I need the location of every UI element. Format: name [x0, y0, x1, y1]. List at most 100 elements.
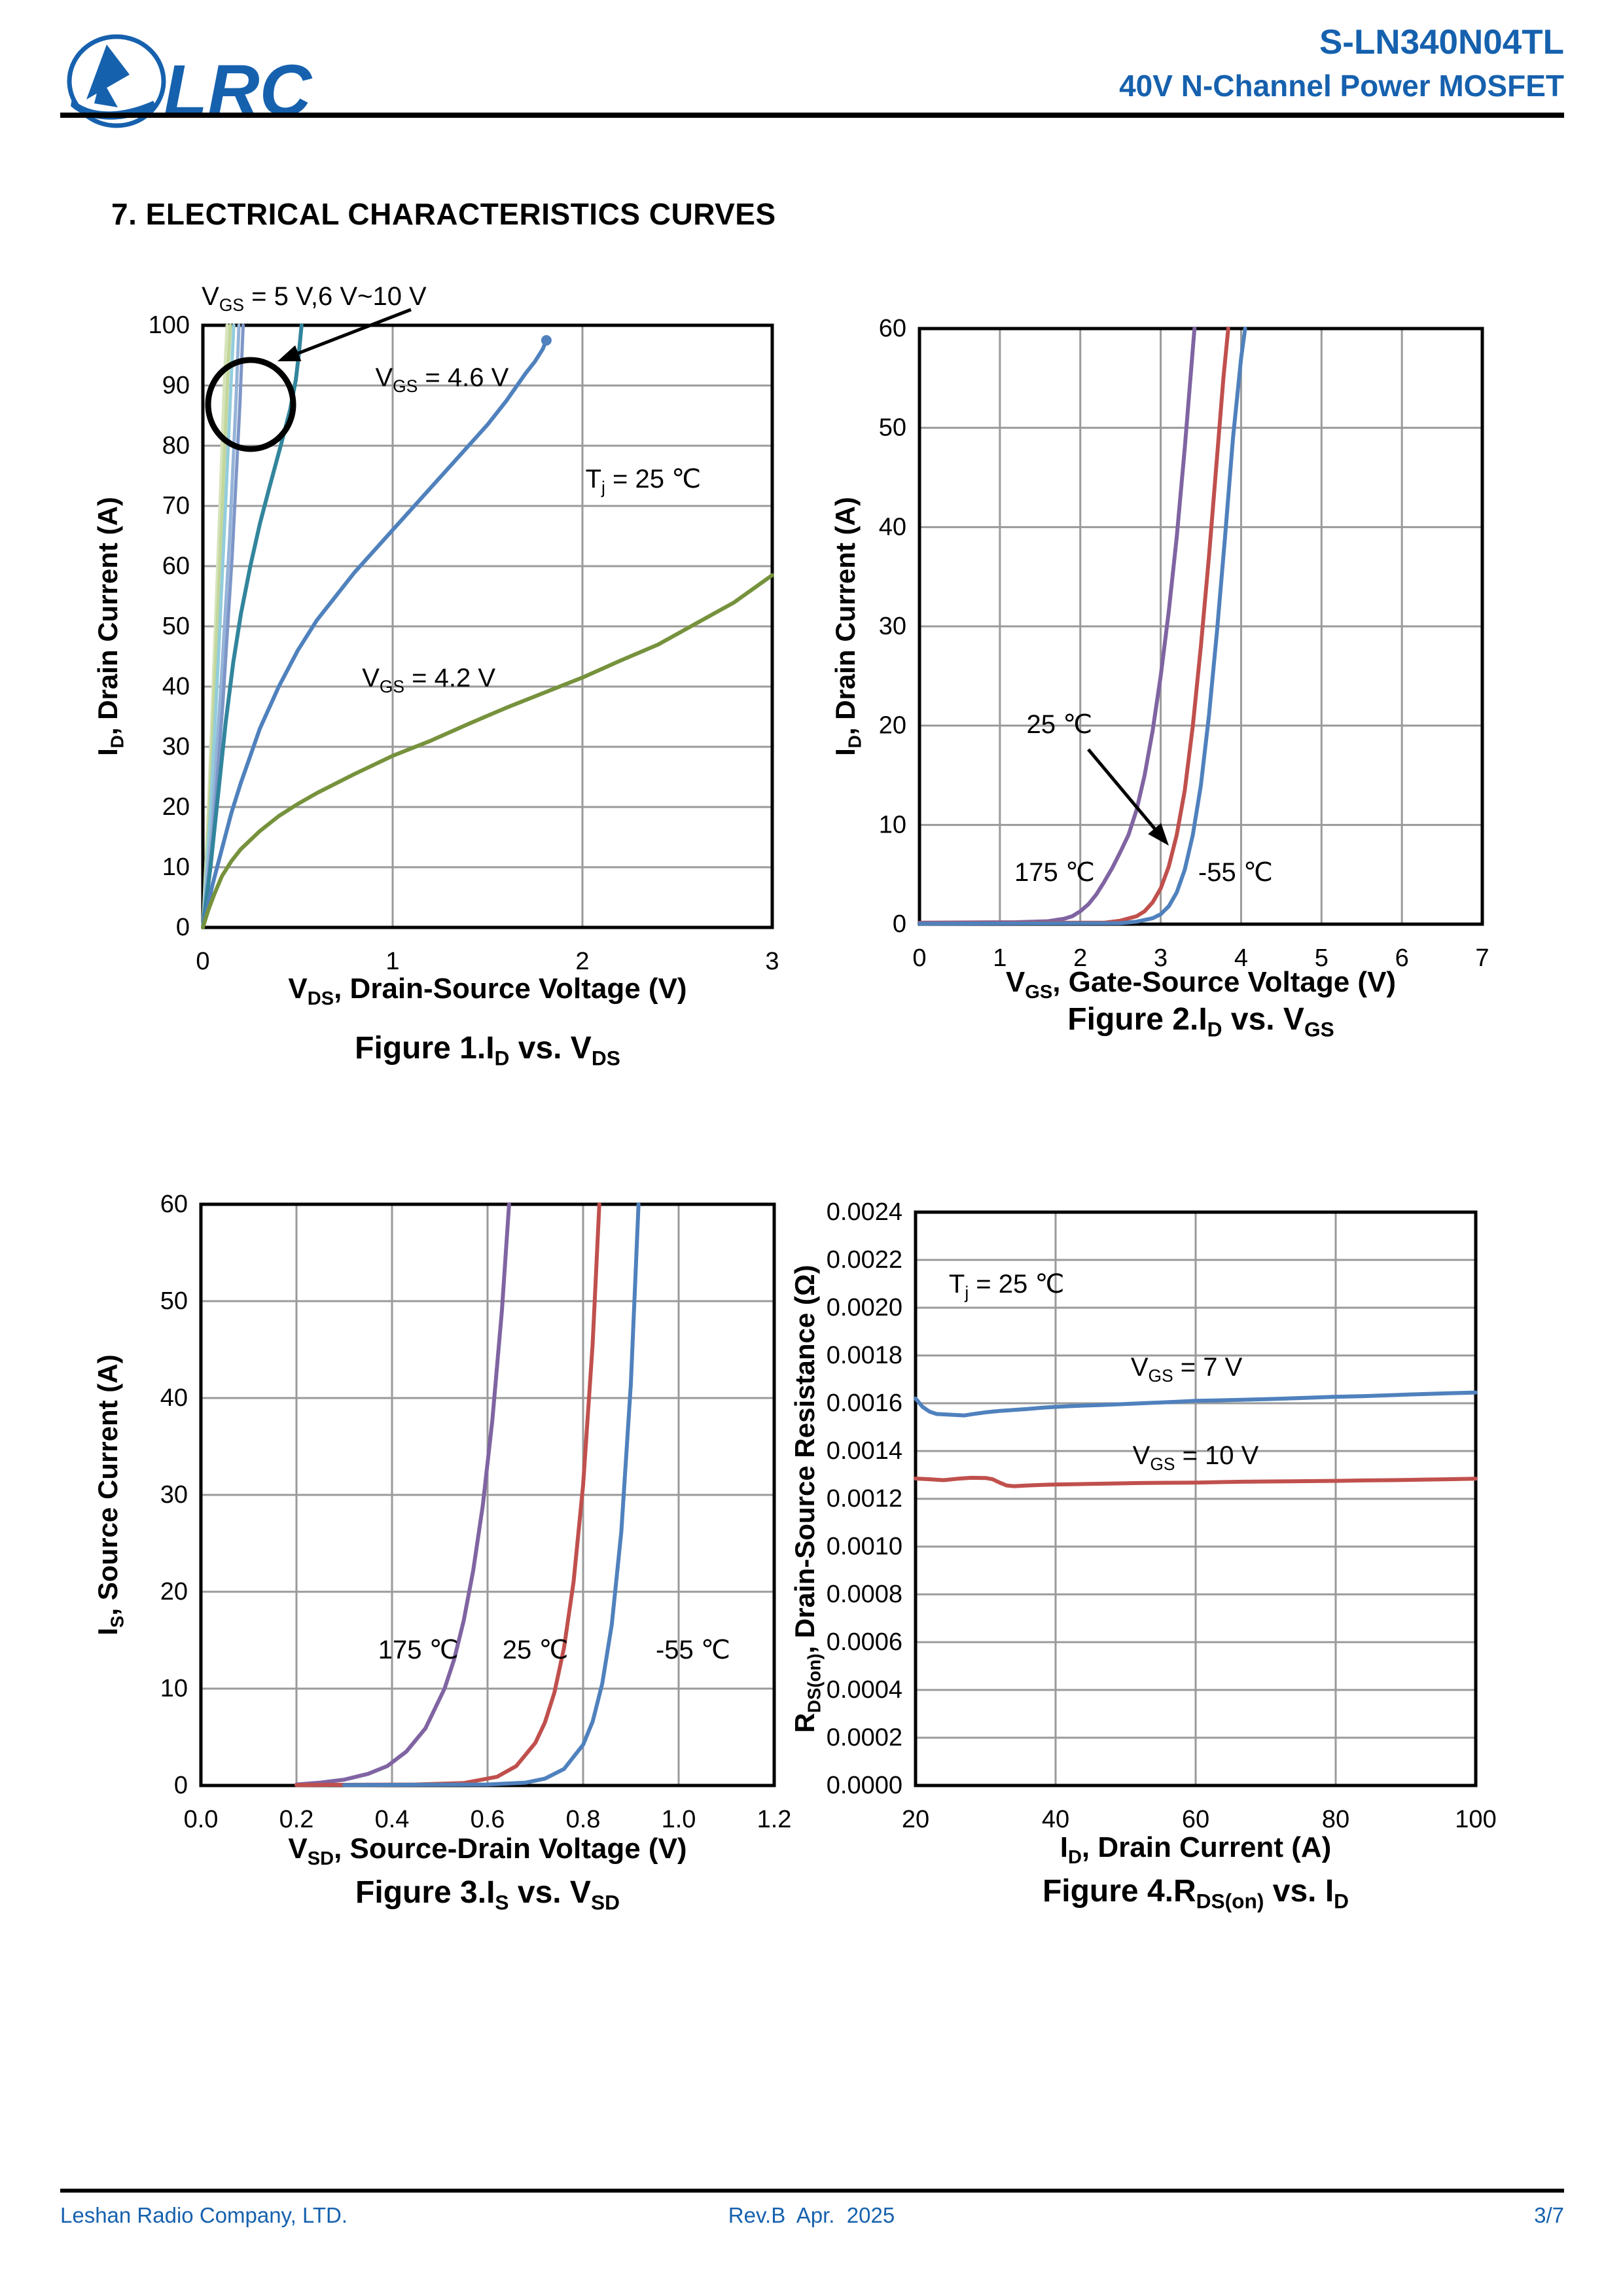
fig1-circle-annotation — [205, 357, 296, 452]
fig1-plot-border — [201, 323, 774, 929]
fig1-y-tick-40: 40 — [162, 673, 190, 700]
fig2-chart: 0 1 2 3 4 5 6 7 0 10 20 30 40 50 60 — [879, 315, 1489, 972]
fig1-y-tick-70: 70 — [162, 492, 190, 520]
part-subtitle: 40V N-Channel Power MOSFET — [1119, 69, 1564, 103]
fig1-y-tick-50: 50 — [162, 613, 190, 640]
fig4-y-tick-0.0012: 0.0012 — [827, 1485, 902, 1513]
fig2-y-tick-60: 60 — [879, 315, 906, 342]
fig1-series-6 — [201, 338, 548, 929]
logo-sail-icon — [86, 45, 130, 99]
fig4-y-tick-0.0014: 0.0014 — [827, 1437, 902, 1465]
fig4-plot-border — [914, 1210, 1478, 1787]
fig3-y-tick-0: 0 — [174, 1772, 188, 1799]
fig2-y-tick-0: 0 — [893, 910, 906, 938]
fig1-series-3 — [201, 323, 241, 929]
fig1-y-tick-100: 100 — [149, 312, 190, 339]
fig4-y-tick-0.0006: 0.0006 — [827, 1628, 902, 1656]
fig2-y-tick-10: 10 — [879, 811, 906, 838]
fig3-chart: 0.0 0.2 0.4 0.6 0.8 1.0 1.2 0 10 20 30 40 50 60 — [160, 1191, 792, 1833]
footer-revision: Rev.B Apr. 2025 — [728, 2203, 895, 2227]
fig1-y-tick-10: 10 — [162, 853, 190, 881]
fig3-x-tick-0.4: 0.4 — [375, 1806, 410, 1833]
fig2-plot-border — [918, 327, 1484, 926]
fig3-x-tick-0.0: 0.0 — [184, 1806, 219, 1833]
fig3-y-tick-40: 40 — [160, 1384, 188, 1412]
fig4-x-tick-60: 60 — [1182, 1806, 1209, 1833]
fig1-x-tick-2: 2 — [575, 948, 589, 975]
fig4-x-tick-40: 40 — [1042, 1806, 1069, 1833]
fig4-y-tick-0.0016: 0.0016 — [827, 1390, 902, 1417]
fig4-series-1 — [914, 1475, 1478, 1488]
fig2-x-tick-7: 7 — [1475, 944, 1489, 972]
fig1-x-tick-1: 1 — [385, 948, 399, 975]
fig1-y-tick-20: 20 — [162, 793, 190, 821]
fig1-y-tick-80: 80 — [162, 432, 190, 459]
fig2-x-tick-0: 0 — [912, 944, 926, 972]
fig1-series-5 — [201, 323, 304, 929]
fig4-y-tick-0.0000: 0.0000 — [827, 1772, 902, 1799]
fig2-x-tick-5: 5 — [1315, 944, 1329, 972]
fig4-y-tick-0.0018: 0.0018 — [827, 1342, 902, 1369]
fig1-x-tick-3: 3 — [765, 948, 779, 975]
fig2-y-tick-50: 50 — [879, 414, 906, 442]
fig3-y-tick-20: 20 — [160, 1578, 188, 1605]
fig1-y-tick-90: 90 — [162, 372, 190, 399]
fig2-x-tick-1: 1 — [993, 944, 1007, 972]
fig1-y-tick-30: 30 — [162, 733, 190, 761]
fig3-y-tick-30: 30 — [160, 1481, 188, 1509]
part-number: S-LN340N04TL — [1319, 23, 1564, 62]
fig4-x-tick-20: 20 — [902, 1806, 929, 1833]
fig4-y-tick-0.0008: 0.0008 — [827, 1581, 902, 1608]
fig2-y-tick-40: 40 — [879, 513, 906, 541]
fig3-x-tick-0.6: 0.6 — [471, 1806, 505, 1833]
fig3-x-tick-1.2: 1.2 — [757, 1806, 792, 1833]
fig4-y-tick-0.0020: 0.0020 — [827, 1294, 902, 1321]
fig4-y-tick-0.0002: 0.0002 — [827, 1724, 902, 1751]
fig1-y-tick-0: 0 — [176, 914, 190, 941]
fig4-y-tick-0.0024: 0.0024 — [827, 1198, 902, 1226]
fig4-y-tick-0.0004: 0.0004 — [827, 1676, 902, 1704]
fig3-series-2 — [342, 1202, 641, 1787]
fig1-series-7 — [201, 573, 774, 929]
fig3-y-tick-50: 50 — [160, 1287, 188, 1315]
fig4-series-0 — [914, 1390, 1478, 1418]
fig1-series-2 — [201, 323, 236, 929]
fig2-series-2 — [918, 327, 1247, 926]
fig2-arrow-line — [1087, 748, 1159, 833]
fig2-y-tick-30: 30 — [879, 613, 906, 640]
fig2-x-tick-6: 6 — [1395, 944, 1409, 972]
fig1-y-tick-60: 60 — [162, 552, 190, 580]
fig4-y-tick-0.0010: 0.0010 — [827, 1533, 902, 1560]
fig2-series-0 — [918, 327, 1197, 925]
fig4-chart: 20 40 60 80 100 0.0000 0.0002 0.0004 0.0006 0.000… — [827, 1198, 1497, 1833]
fig3-series-0 — [294, 1202, 511, 1787]
fig2-y-tick-20: 20 — [879, 712, 906, 740]
footer-divider — [60, 2189, 1564, 2193]
fig2-x-tick-3: 3 — [1154, 944, 1168, 972]
fig3-x-tick-1.0: 1.0 — [662, 1806, 696, 1833]
fig4-x-tick-100: 100 — [1455, 1806, 1496, 1833]
fig3-y-tick-10: 10 — [160, 1675, 188, 1702]
fig2-x-tick-4: 4 — [1234, 944, 1248, 972]
fig3-x-tick-0.8: 0.8 — [566, 1806, 601, 1833]
footer-company: Leshan Radio Company, LTD. — [60, 2203, 348, 2227]
fig1-series-6-end-dot — [541, 335, 552, 346]
fig3-x-tick-0.2: 0.2 — [279, 1806, 314, 1833]
fig4-y-tick-0.0022: 0.0022 — [827, 1246, 902, 1274]
section-title: 7. ELECTRICAL CHARACTERISTICS CURVES — [111, 197, 776, 231]
fig1-arrow-line — [293, 308, 412, 357]
fig4-x-tick-80: 80 — [1322, 1806, 1349, 1833]
logo-keel-icon — [94, 77, 118, 107]
fig3-y-tick-60: 60 — [160, 1191, 188, 1218]
footer-page-number: 3/7 — [1534, 2203, 1564, 2227]
fig1-arrow-head-icon — [277, 345, 302, 361]
fig2-x-tick-2: 2 — [1073, 944, 1087, 972]
fig2-series-1 — [918, 327, 1230, 925]
fig2-arrow-head-icon — [1148, 823, 1169, 846]
header-divider — [60, 113, 1564, 118]
logo-circle-icon — [67, 34, 166, 128]
fig1-x-tick-0: 0 — [196, 948, 209, 975]
